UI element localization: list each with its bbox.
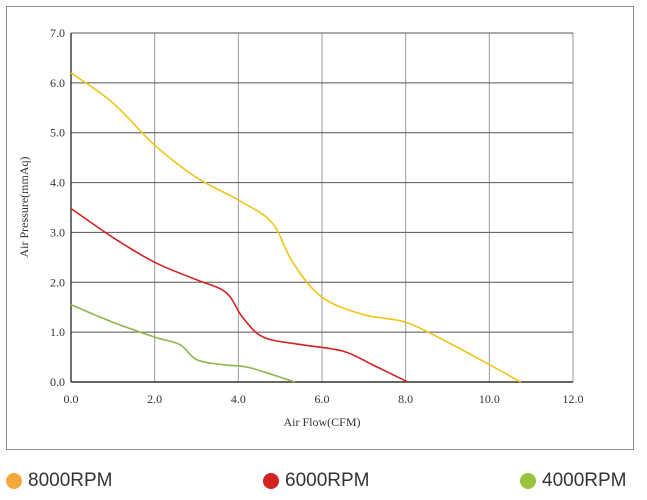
series-line-6000rpm <box>70 207 409 383</box>
x-tick-label: 10.0 <box>479 392 500 406</box>
chart-plot: 0.0 2.0 4.0 6.0 8.0 10.0 12.0 0.0 1.0 2.0 3.0 4.0 5… <box>17 26 584 429</box>
legend-item-6000rpm: 6000RPM <box>263 470 370 492</box>
y-tick-label: 7.0 <box>50 26 65 40</box>
y-tick-label: 0.0 <box>50 375 65 389</box>
legend-swatch-8000rpm <box>6 473 22 489</box>
y-tick-labels: 0.0 1.0 2.0 3.0 4.0 5.0 6.0 7.0 <box>50 26 65 389</box>
legend-label-4000rpm: 4000RPM <box>542 470 627 491</box>
x-tick-label: 6.0 <box>315 392 330 406</box>
axes <box>70 33 573 383</box>
x-tick-label: 12.0 <box>563 392 584 406</box>
y-tick-label: 2.0 <box>50 275 65 289</box>
y-tick-label: 4.0 <box>50 176 65 190</box>
x-tick-label: 0.0 <box>64 392 79 406</box>
legend-item-8000rpm: 8000RPM <box>6 470 113 492</box>
x-axis-label: Air Flow(CFM) <box>283 415 360 429</box>
series-layer <box>70 72 522 383</box>
series-line-8000rpm <box>70 72 522 383</box>
y-tick-label: 6.0 <box>50 76 65 90</box>
x-tick-label: 8.0 <box>398 392 413 406</box>
legend-swatch-6000rpm <box>263 473 279 489</box>
legend-item-4000rpm: 4000RPM <box>520 470 627 492</box>
x-tick-label: 2.0 <box>147 392 162 406</box>
grid <box>70 32 574 383</box>
y-tick-label: 3.0 <box>50 225 65 239</box>
y-tick-label: 5.0 <box>50 126 65 140</box>
series-line-4000rpm <box>70 303 296 383</box>
legend-label-6000rpm: 6000RPM <box>285 470 370 491</box>
y-axis-label: Air Pressure(mmAq) <box>17 157 31 258</box>
y-tick-label: 1.0 <box>50 325 65 339</box>
legend: 8000RPM 6000RPM 4000RPM <box>0 470 647 498</box>
legend-label-8000rpm: 8000RPM <box>28 470 113 491</box>
x-tick-label: 4.0 <box>231 392 246 406</box>
x-tick-labels: 0.0 2.0 4.0 6.0 8.0 10.0 12.0 <box>64 392 584 406</box>
legend-swatch-4000rpm <box>520 473 536 489</box>
chart-frame <box>6 6 634 450</box>
